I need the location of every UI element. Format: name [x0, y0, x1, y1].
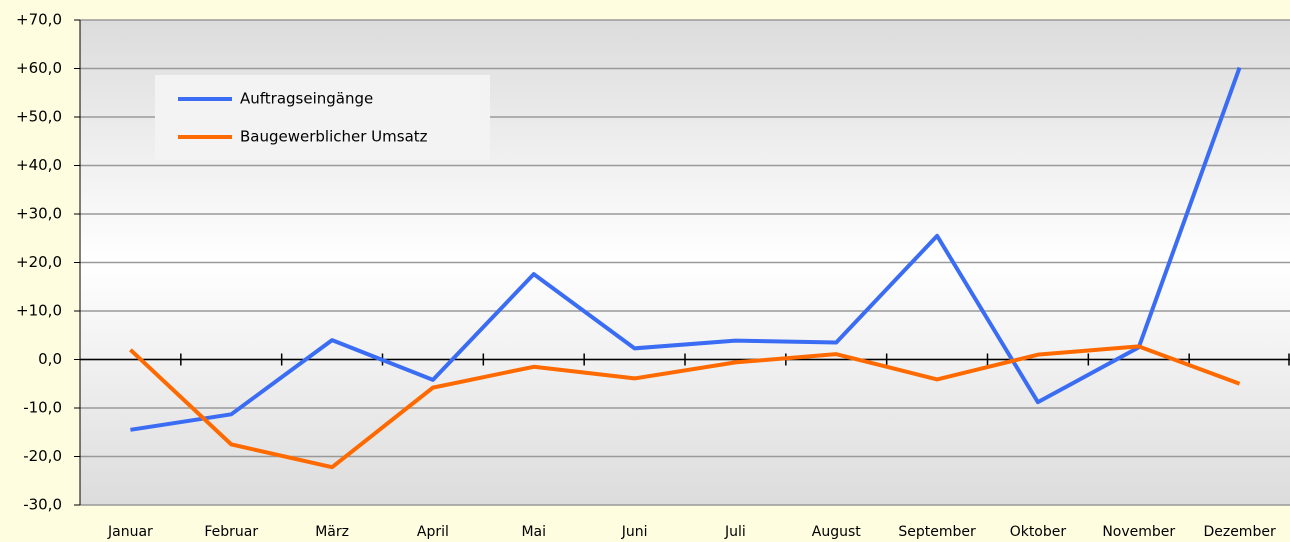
x-tick-label: Februar [204, 524, 258, 540]
x-tick-label: Juli [724, 524, 746, 540]
y-tick-label: +30,0 [16, 205, 62, 223]
line-series [130, 66, 1242, 432]
y-tick-label: +60,0 [16, 59, 62, 77]
y-tick-label: +50,0 [16, 108, 62, 126]
y-tick-label: +10,0 [16, 302, 62, 320]
x-tick-label: Januar [107, 524, 153, 540]
legend [155, 75, 490, 160]
y-tick-label: +40,0 [16, 156, 62, 174]
y-tick-label: -10,0 [23, 399, 62, 417]
x-tick-label: Oktober [1010, 524, 1067, 540]
y-tick-label: -30,0 [23, 496, 62, 514]
y-tick-label: -20,0 [23, 447, 62, 465]
x-tick-label: Dezember [1203, 524, 1275, 540]
x-tick-label: September [898, 524, 976, 540]
legend-label: Baugewerblicher Umsatz [240, 128, 428, 146]
x-tick-label: Mai [521, 524, 546, 540]
x-tick-label: Juni [621, 524, 648, 540]
x-tick-label: August [812, 524, 862, 540]
y-tick-label: +70,0 [16, 11, 62, 29]
x-tick-label: November [1102, 524, 1175, 540]
y-tick-label: 0,0 [38, 350, 62, 368]
line-series [129, 344, 1241, 470]
legend-label: Auftragseingänge [240, 90, 373, 108]
y-tick-label: +20,0 [16, 253, 62, 271]
x-tick-label: März [315, 524, 349, 540]
x-tick-label: April [417, 524, 449, 540]
